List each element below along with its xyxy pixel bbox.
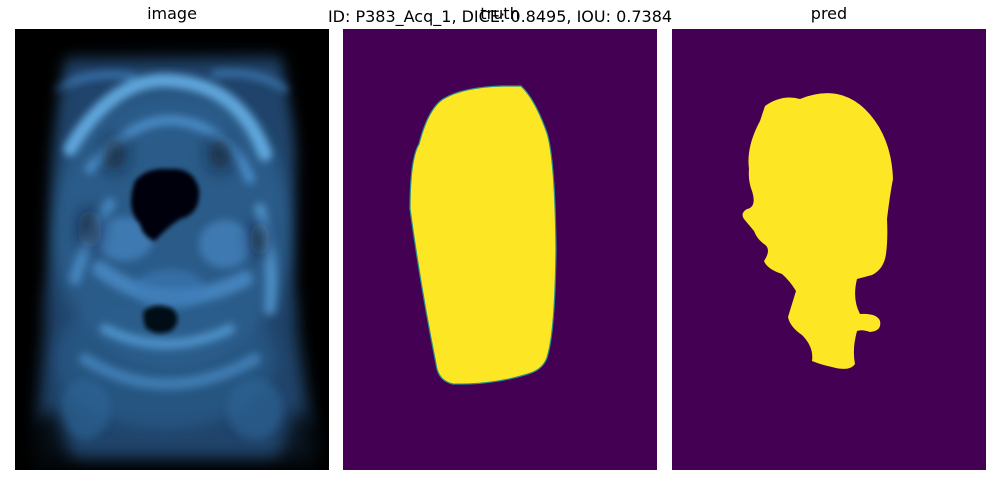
panel-title-image: image	[147, 4, 197, 23]
truth-mask-panel	[343, 29, 657, 470]
figure-suptitle: ID: P383_Acq_1, DICE: 0.8495, IOU: 0.738…	[327, 7, 673, 26]
pred-mask-panel	[672, 29, 986, 470]
pred-mask	[672, 29, 986, 470]
truth-region	[409, 85, 557, 385]
ultrasound-image	[15, 29, 329, 470]
panel-title-pred: pred	[810, 4, 848, 23]
panel-title-truth: truth	[480, 4, 520, 23]
pred-region	[742, 93, 893, 369]
ultrasound-image-panel	[15, 29, 329, 470]
truth-mask	[343, 29, 657, 470]
